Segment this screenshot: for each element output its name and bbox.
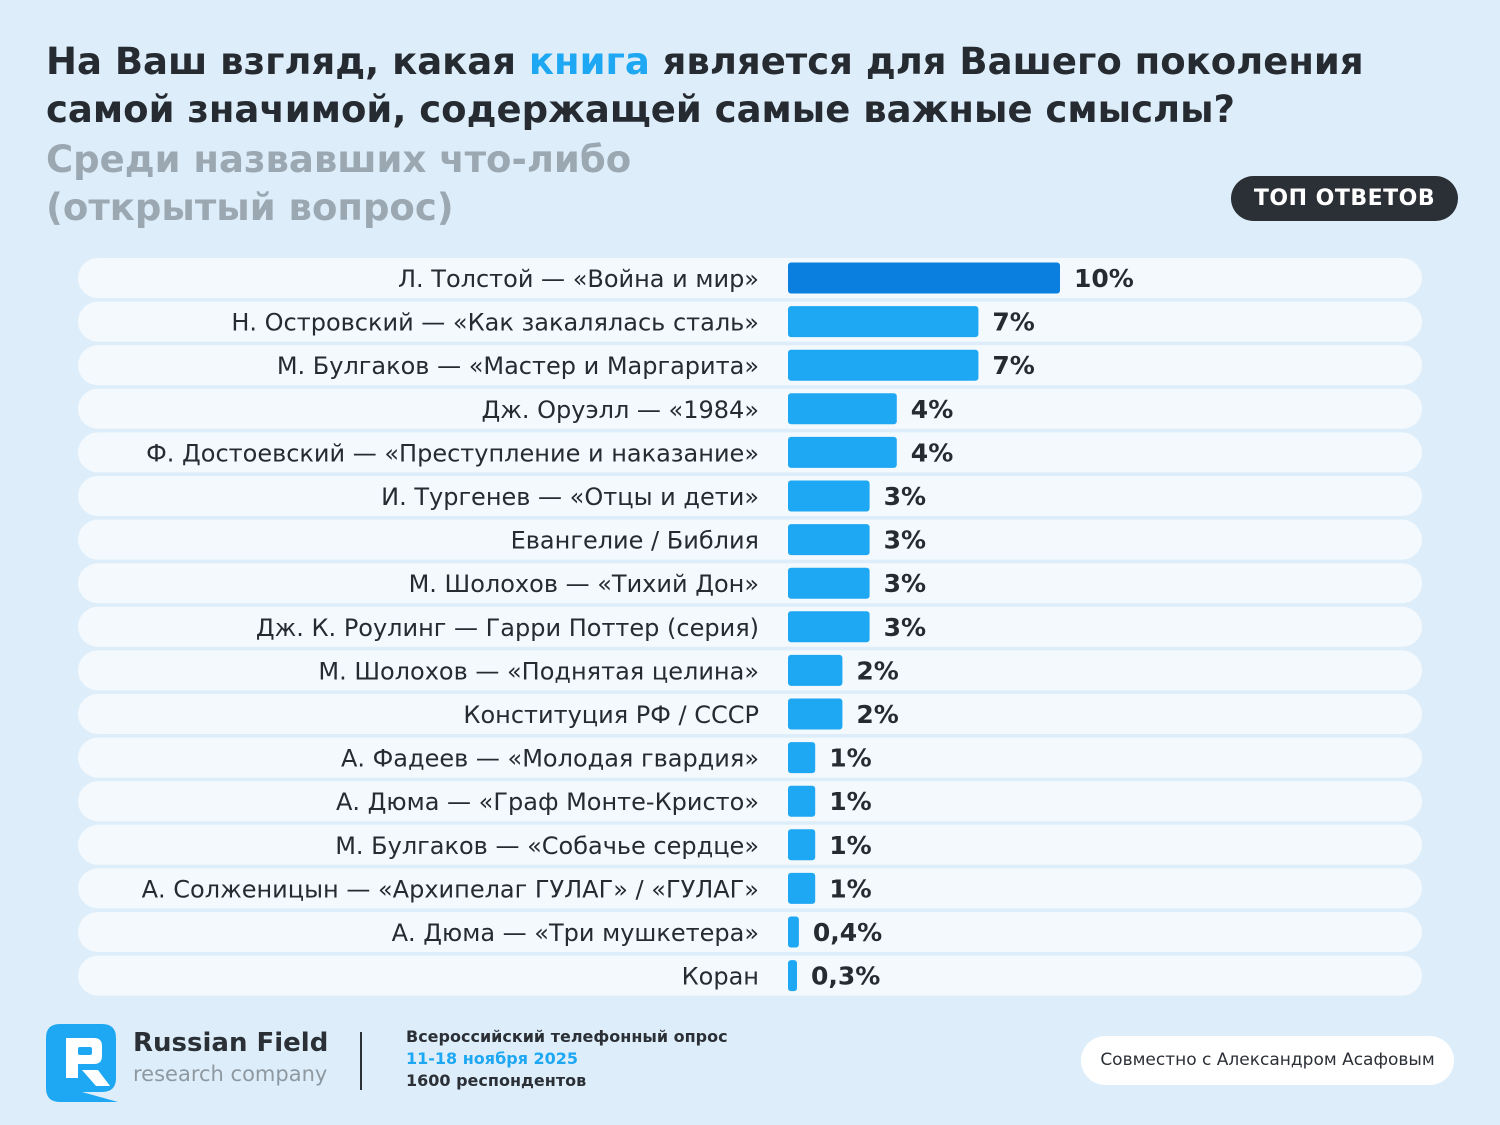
bar [788, 829, 816, 861]
category-label: А. Дюма — «Три мушкетера» [392, 919, 759, 947]
top-answers-badge: ТОП ОТВЕТОВ [1231, 176, 1458, 221]
value-label: 2% [856, 700, 898, 729]
row-background [78, 955, 1422, 996]
footer-divider [360, 1032, 362, 1090]
value-label: 7% [992, 308, 1034, 337]
page-title: На Ваш взгляд, какая книга является для … [46, 38, 1366, 134]
bar [788, 654, 843, 686]
row-background [78, 476, 1422, 516]
category-label: М. Булгаков — «Собачье сердце» [335, 832, 759, 860]
bar [788, 698, 843, 730]
brand-subtitle: research company [133, 1062, 328, 1086]
bar [788, 349, 979, 381]
category-label: Дж. К. Роулинг — Гарри Поттер (серия) [256, 614, 759, 642]
row-background [78, 606, 1422, 647]
row-background [78, 563, 1422, 604]
category-label: Евангелие / Библия [511, 527, 759, 555]
value-label: 4% [911, 395, 953, 424]
russian-field-logo-icon [46, 1024, 118, 1102]
bar [788, 567, 870, 599]
bar [788, 306, 979, 338]
category-label: Н. Островский — «Как закалялась сталь» [231, 309, 759, 337]
bar [788, 916, 799, 948]
value-label: 1% [829, 831, 871, 860]
survey-dates: 11-18 ноября 2025 [406, 1049, 579, 1068]
category-label: Конституция РФ / СССР [463, 701, 759, 729]
value-label: 0,3% [811, 962, 880, 991]
category-label: Л. Толстой — «Война и мир» [398, 265, 759, 293]
bar [788, 480, 870, 512]
category-label: А. Дюма — «Граф Монте-Кристо» [336, 788, 759, 816]
row-background [78, 694, 1422, 734]
value-label: 10% [1074, 264, 1134, 293]
category-label: А. Солженицын — «Архипелаг ГУЛАГ» / «ГУЛ… [142, 875, 759, 903]
bar [788, 436, 897, 468]
category-label: А. Фадеев — «Молодая гвардия» [341, 745, 759, 773]
value-label: 1% [829, 874, 871, 903]
row-background [78, 258, 1422, 298]
bar [788, 262, 1060, 294]
subtitle-line-1: Среди назвавших что-либо [46, 138, 632, 181]
survey-type: Всероссийский телефонный опрос [406, 1027, 728, 1046]
value-label: 3% [884, 613, 926, 642]
row-background [78, 824, 1422, 865]
category-label: И. Тургенев — «Отцы и дети» [381, 483, 759, 511]
subtitle: Среди назвавших что-либо (открытый вопро… [46, 136, 631, 232]
category-label: М. Шолохов — «Тихий Дон» [409, 570, 759, 598]
survey-respondents: 1600 респондентов [406, 1071, 587, 1090]
category-label: Коран [682, 963, 759, 991]
value-label: 4% [911, 438, 953, 467]
category-label: М. Шолохов — «Поднятая целина» [318, 657, 759, 685]
bar [788, 960, 797, 992]
bar [788, 611, 870, 643]
value-label: 3% [884, 526, 926, 555]
value-label: 1% [829, 744, 871, 773]
value-label: 1% [829, 787, 871, 816]
row-background [78, 650, 1422, 691]
row-background [78, 519, 1422, 560]
title-text: На Ваш взгляд, какая [46, 40, 529, 83]
value-label: 3% [884, 569, 926, 598]
row-background [78, 432, 1422, 473]
value-label: 2% [856, 656, 898, 685]
category-label: Ф. Достоевский — «Преступление и наказан… [146, 439, 759, 467]
title-text-rest: является для Вашего поколения самой знач… [46, 40, 1364, 131]
row-background [78, 737, 1422, 778]
subtitle-line-2: (открытый вопрос) [46, 186, 454, 229]
survey-info: Всероссийский телефонный опрос 11-18 ноя… [406, 1026, 728, 1092]
row-background [78, 388, 1422, 429]
row-background [78, 781, 1422, 822]
collaboration-pill: Совместно с Александром Асафовым [1081, 1036, 1454, 1085]
row-background [78, 912, 1422, 952]
bar [788, 393, 897, 425]
row-background [78, 345, 1422, 386]
title-highlight: книга [528, 40, 650, 83]
bar [788, 785, 816, 817]
row-background [78, 301, 1422, 342]
category-label: М. Булгаков — «Мастер и Маргарита» [277, 352, 759, 380]
bar [788, 742, 816, 774]
brand-name: Russian Field [133, 1028, 329, 1058]
bar [788, 872, 816, 904]
value-label: 7% [992, 351, 1034, 380]
value-label: 0,4% [813, 918, 882, 947]
value-label: 3% [884, 482, 926, 511]
bar [788, 524, 870, 556]
row-background [78, 868, 1422, 909]
category-label: Дж. Оруэлл — «1984» [481, 396, 759, 424]
